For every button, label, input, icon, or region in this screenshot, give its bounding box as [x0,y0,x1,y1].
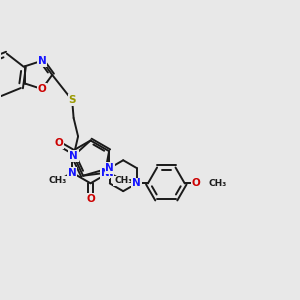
Text: N: N [38,56,46,66]
Text: N: N [69,151,78,161]
Text: N: N [100,168,109,178]
Text: N: N [105,163,114,173]
Text: CH₃: CH₃ [208,179,227,188]
Text: CH₃: CH₃ [114,176,132,185]
Text: O: O [192,178,200,188]
Text: O: O [86,194,95,204]
Text: O: O [38,84,46,94]
Text: O: O [54,139,63,148]
Text: N: N [132,178,141,188]
Text: CH₃: CH₃ [49,176,67,185]
Text: S: S [68,95,76,105]
Text: N: N [105,168,113,178]
Text: N: N [68,168,76,178]
